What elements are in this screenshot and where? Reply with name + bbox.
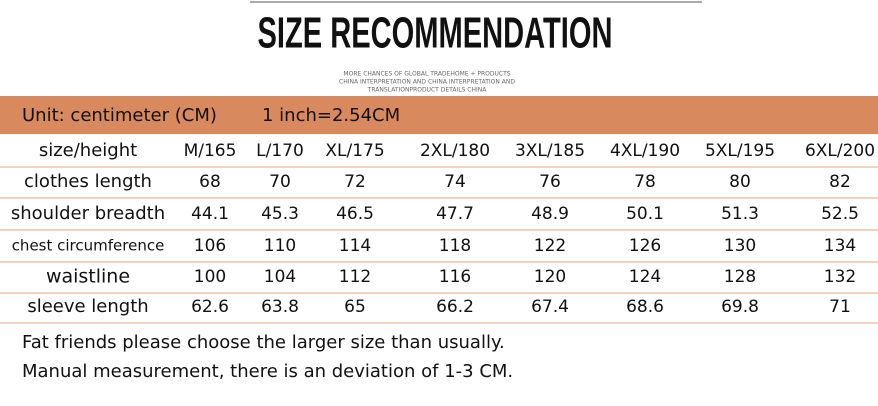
- cell: 110: [264, 236, 296, 256]
- cell: 3XL/185: [515, 141, 585, 161]
- cell: 120: [534, 267, 566, 287]
- cell: 112: [339, 267, 371, 287]
- cell: 72: [344, 172, 366, 192]
- cell: 71: [829, 297, 851, 317]
- subtitle: TRANSLATIONPRODUCT DETAILS CHINA: [367, 87, 488, 94]
- cell: 46.5: [336, 204, 374, 224]
- row-label: size/height: [39, 140, 137, 161]
- cell: M/165: [184, 141, 237, 161]
- cell: 68.6: [626, 297, 664, 317]
- cell: 74: [444, 172, 466, 192]
- cell: 116: [439, 267, 471, 287]
- cell: 5XL/195: [705, 141, 775, 161]
- cell: 50.1: [626, 204, 664, 224]
- cell: 114: [339, 236, 371, 256]
- cell: 76: [539, 172, 561, 192]
- cell: 104: [264, 267, 296, 287]
- cell: 68: [199, 172, 221, 192]
- subtitle: CHINA INTERPRETATION AND CHINA INTERPRET…: [339, 79, 515, 86]
- cell: 122: [534, 236, 566, 256]
- cell: 82: [829, 172, 851, 192]
- cell: XL/175: [325, 141, 384, 161]
- cell: 106: [194, 236, 226, 256]
- cell: 130: [724, 236, 756, 256]
- row-label: clothes length: [24, 171, 152, 192]
- cell: 65: [344, 297, 366, 317]
- cell: 128: [724, 267, 756, 287]
- cell: 118: [439, 236, 471, 256]
- cell: 4XL/190: [610, 141, 680, 161]
- cell: 80: [729, 172, 751, 192]
- cell: 126: [629, 236, 661, 256]
- cell: 124: [629, 267, 661, 287]
- cell: 51.3: [721, 204, 759, 224]
- cell: 62.6: [191, 297, 229, 317]
- cell: 52.5: [821, 204, 859, 224]
- row-label: chest circumference: [12, 237, 165, 255]
- cell: 48.9: [531, 204, 569, 224]
- subtitle: MORE CHANCES OF GLOBAL TRADEHOME + PRODU…: [343, 71, 510, 78]
- row-label: shoulder breadth: [11, 203, 165, 224]
- cell: 6XL/200: [805, 141, 875, 161]
- cell: 44.1: [191, 204, 229, 224]
- cell: 47.7: [436, 204, 474, 224]
- note: Manual measurement, there is an deviatio…: [22, 361, 513, 382]
- row-label: waistline: [46, 266, 130, 288]
- cell: 67.4: [531, 297, 569, 317]
- cell: 45.3: [261, 204, 299, 224]
- note: Fat friends please choose the larger siz…: [22, 332, 505, 353]
- cell: 69.8: [721, 297, 759, 317]
- cell: 2XL/180: [420, 141, 490, 161]
- unit-bar: [0, 96, 878, 134]
- conversion-label: 1 inch=2.54CM: [262, 105, 400, 126]
- cell: 70: [269, 172, 291, 192]
- cell: 132: [824, 267, 856, 287]
- cell: 63.8: [261, 297, 299, 317]
- cell: 78: [634, 172, 656, 192]
- title: SIZE RECOMMENDATION: [258, 9, 613, 58]
- unit-label: Unit: centimeter (CM): [22, 105, 217, 126]
- cell: 66.2: [436, 297, 474, 317]
- row-label: sleeve length: [27, 296, 148, 317]
- cell: 100: [194, 267, 226, 287]
- cell: L/170: [256, 141, 304, 161]
- cell: 134: [824, 236, 856, 256]
